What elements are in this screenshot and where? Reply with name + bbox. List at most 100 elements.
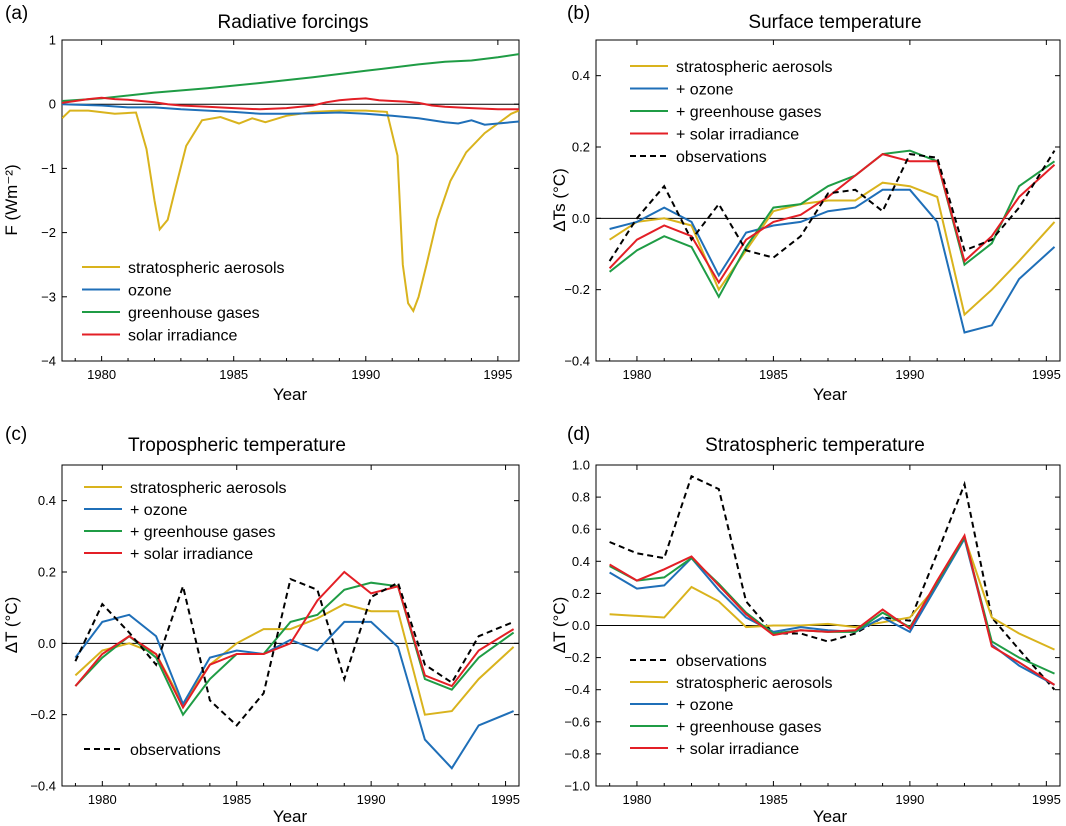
x-tick-label: 1990 <box>357 792 386 807</box>
y-tick-label: −0.2 <box>564 650 590 665</box>
series-line-solar <box>609 533 1056 686</box>
x-tick-label: 1985 <box>219 367 248 382</box>
series-line-solar <box>608 153 1056 285</box>
x-tick-label: 1990 <box>351 367 380 382</box>
panel-1: (b) Surface temperature Year ΔTs (°C) 1980 19… <box>550 3 1061 404</box>
legend-label: ozone <box>128 283 172 300</box>
y-tick-label: 1 <box>49 33 56 48</box>
y-tick-label: 0.2 <box>572 586 590 601</box>
y-tick-label: 0.0 <box>572 211 590 226</box>
panel-label: (a) <box>5 3 28 24</box>
x-axis-label: Year <box>813 385 848 404</box>
y-tick-label: −1.0 <box>564 779 590 794</box>
x-axis-label: Year <box>273 385 308 404</box>
y-tick-label: 0.0 <box>572 618 590 633</box>
y-tick-label: 0.8 <box>572 490 590 505</box>
panel-label: (c) <box>5 424 27 445</box>
panel-label: (b) <box>567 3 590 24</box>
x-tick-label: 1980 <box>87 367 116 382</box>
x-axis-label: Year <box>813 807 848 826</box>
series-line-aerosols <box>62 109 519 314</box>
series-line-ghg <box>62 53 519 102</box>
y-tick-label: 0.4 <box>572 554 590 569</box>
series-line-ozone <box>609 188 1056 334</box>
x-tick-label: 1990 <box>895 792 924 807</box>
x-tick-label: 1980 <box>622 367 651 382</box>
x-tick-label: 1985 <box>222 792 251 807</box>
legend-label: observations <box>676 653 767 670</box>
legend-label: + ozone <box>130 502 187 519</box>
x-tick-label: 1995 <box>491 792 520 807</box>
panel-0: (a) Radiative forcings Year F (Wm⁻²) 1980 198… <box>2 3 520 404</box>
y-axis-label: ΔT (°C) <box>550 597 569 654</box>
y-tick-label: −0.6 <box>564 714 590 729</box>
series-line-aerosols <box>609 534 1055 651</box>
series-line-ozone <box>62 103 519 126</box>
legend-label: + solar irradiance <box>676 127 799 144</box>
chart-title: Tropospheric temperature <box>128 435 346 456</box>
y-axis-label: F (Wm⁻²) <box>2 164 21 235</box>
y-tick-label: −0.4 <box>564 682 590 697</box>
x-tick-label: 1985 <box>759 792 788 807</box>
y-tick-label: −2 <box>41 225 56 240</box>
series-line-ghg <box>608 149 1056 299</box>
x-tick-label: 1980 <box>622 792 651 807</box>
legend-label: + solar irradiance <box>130 546 253 563</box>
chart-title: Surface temperature <box>748 12 921 33</box>
panel-2: (c) Tropospheric temperature Year ΔT (°C) 19… <box>2 424 520 826</box>
series-line-aerosols <box>609 181 1056 317</box>
series-line-ozone <box>74 613 514 770</box>
y-tick-label: 1.0 <box>572 458 590 473</box>
legend-label: stratospheric aerosols <box>676 675 833 692</box>
y-tick-label: −4 <box>41 354 56 369</box>
series-line-observations <box>74 577 514 727</box>
x-tick-label: 1995 <box>483 367 512 382</box>
series-line-observations <box>609 474 1056 691</box>
x-axis-label: Year <box>273 807 308 826</box>
chart-title: Radiative forcings <box>217 12 368 33</box>
legend-label: + ozone <box>676 82 733 99</box>
panel-label: (d) <box>567 424 590 445</box>
y-tick-label: 0.2 <box>572 140 590 155</box>
panel-3: (d) Stratospheric temperature Year ΔT (°C) 1… <box>550 424 1061 826</box>
y-tick-label: −0.4 <box>30 779 56 794</box>
y-axis-label: ΔT (°C) <box>2 597 21 654</box>
legend-label: + solar irradiance <box>676 741 799 758</box>
y-tick-label: −0.4 <box>564 354 590 369</box>
legend-label: observations <box>676 149 767 166</box>
legend-label: stratospheric aerosols <box>676 59 833 76</box>
series-line-solar <box>74 570 515 710</box>
y-tick-label: −3 <box>41 289 56 304</box>
x-tick-label: 1985 <box>759 367 788 382</box>
y-tick-label: 0.4 <box>38 493 56 508</box>
series-line-solar <box>62 96 519 111</box>
plot-frame <box>61 39 520 362</box>
chart-title: Stratospheric temperature <box>705 435 925 456</box>
legend-label: + greenhouse gases <box>130 524 275 541</box>
y-tick-label: 0.0 <box>38 636 56 651</box>
y-tick-label: 0.2 <box>38 565 56 580</box>
legend-label: + greenhouse gases <box>676 719 821 736</box>
legend-label: + ozone <box>676 697 733 714</box>
y-tick-label: −0.2 <box>30 707 56 722</box>
y-tick-label: −0.2 <box>564 282 590 297</box>
x-tick-label: 1995 <box>1032 792 1061 807</box>
legend-label: greenhouse gases <box>128 305 260 322</box>
legend-label: observations <box>130 742 221 759</box>
series-line-ghg <box>74 581 515 717</box>
legend-label: + greenhouse gases <box>676 104 821 121</box>
x-tick-label: 1990 <box>895 367 924 382</box>
y-tick-label: −1 <box>41 161 56 176</box>
x-tick-label: 1980 <box>88 792 117 807</box>
y-tick-label: 0 <box>49 97 56 112</box>
legend-label: stratospheric aerosols <box>130 480 287 497</box>
y-tick-label: −0.8 <box>564 746 590 761</box>
y-tick-label: 0.4 <box>572 68 590 83</box>
y-tick-label: 0.6 <box>572 522 590 537</box>
y-axis-label: ΔTs (°C) <box>550 168 569 231</box>
legend-label: stratospheric aerosols <box>128 260 285 277</box>
x-tick-label: 1995 <box>1032 367 1061 382</box>
legend-label: solar irradiance <box>128 328 237 345</box>
series-line-observations <box>608 150 1056 262</box>
